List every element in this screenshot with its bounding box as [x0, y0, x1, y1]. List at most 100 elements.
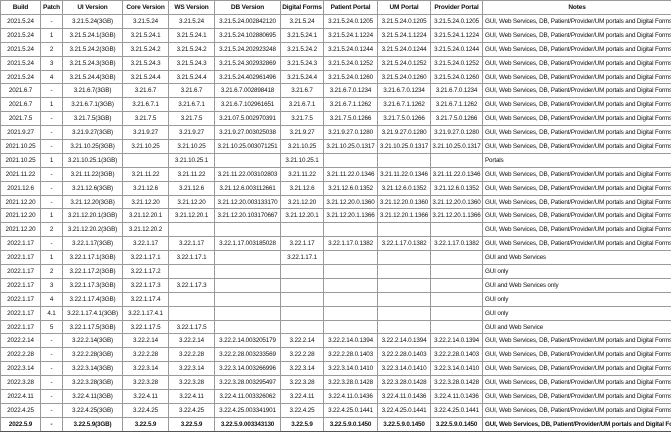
- cell-provider-portal: 3.21.5.24.0.1252: [430, 55, 483, 71]
- cell-build: 2021.7.5: [0, 111, 41, 127]
- cell-build: 2022.2.28: [0, 347, 41, 363]
- cell-build: 2022.3.28: [0, 375, 41, 391]
- cell-notes: GUI, Web Services, DB, Patient/Provider/…: [482, 111, 671, 127]
- cell-core-version: 3.22.1.17.4: [122, 291, 169, 307]
- cell-provider-portal: 3.21.12.20.0.1360: [430, 194, 483, 210]
- cell-um-portal: 3.21.5.24.0.1260: [377, 69, 431, 85]
- cell-core-version: 3.22.4.25: [122, 402, 169, 418]
- cell-patch: -: [40, 347, 63, 363]
- cell-patient-portal: 3.21.6.7.0.1234: [323, 83, 378, 99]
- cell-ws-version: 3.21.5.24.3: [168, 55, 215, 71]
- cell-core-version: 3.21.12.20.2: [122, 222, 169, 238]
- cell-provider-portal: 3.22.3.28.0.1428: [430, 375, 483, 391]
- cell-patient-portal: 3.21.5.24.0.1252: [323, 55, 378, 71]
- cell-patch: -: [40, 416, 63, 432]
- cell-db-version: 3.21.12.20.103170667: [214, 208, 281, 224]
- cell-um-portal: [377, 277, 431, 293]
- cell-ws-version: 3.21.10.25: [168, 139, 215, 154]
- table-row: 2022.1.17-3.22.1.17(3GB) 3.22.1.17 3.22.1.…: [0, 236, 671, 252]
- cell-provider-portal: 3.21.7.5.0.1266: [430, 111, 483, 127]
- cell-provider-portal: 3.21.10.25.0.1317: [430, 139, 483, 154]
- cell-patch: 1: [40, 208, 63, 224]
- cell-ws-version: 3.22.1.17: [168, 236, 215, 252]
- cell-ws-version: 3.21.7.5: [168, 111, 215, 127]
- cell-patch: 2: [40, 41, 63, 57]
- cell-notes: GUI, Web Services, DB, Patient/Provider/…: [482, 166, 671, 182]
- table-row: 2021.5.24-3.21.5.24(3GB) 3.21.5.24 3.21.5.…: [0, 14, 671, 29]
- cell-db-version: 3.21.07.5.002970391: [214, 111, 281, 127]
- cell-provider-portal: 3.22.1.17.0.1382: [430, 236, 483, 252]
- cell-digital-forms: 3.21.11.22: [280, 166, 324, 182]
- cell-db-version: 3.21.6.7.002898418: [214, 83, 281, 99]
- table-row: 2021.12.6-3.21.12.6(3GB) 3.21.12.6 3.21.12…: [0, 180, 671, 196]
- cell-notes: Portals: [482, 152, 671, 168]
- cell-provider-portal: [430, 264, 483, 279]
- cell-patch: 4: [40, 291, 63, 307]
- cell-build: 2022.1.17: [0, 277, 41, 293]
- cell-notes: GUI, Web Services, DB, Patient/Provider/…: [482, 41, 671, 57]
- cell-notes: GUI, Web Services, DB, Patient/Provider/…: [482, 125, 671, 141]
- cell-db-version: [214, 264, 281, 279]
- cell-db-version: [214, 222, 281, 238]
- cell-db-version: [214, 305, 281, 321]
- column-header-db-version: DB Version: [214, 0, 281, 15]
- cell-ui-version: 3.21.12.6(3GB): [62, 180, 123, 196]
- cell-um-portal: 3.21.11.22.0.1346: [377, 166, 431, 182]
- cell-patch: 1: [40, 97, 63, 113]
- cell-ui-version: 3.22.1.17.4.1(3GB): [62, 305, 123, 321]
- cell-build: 2022.4.11: [0, 389, 41, 404]
- cell-notes: GUI, Web Services, DB, Patient/Provider/…: [482, 375, 671, 391]
- column-header-ws-version: WS Version: [168, 0, 215, 15]
- cell-ws-version: 3.22.3.28: [168, 375, 215, 391]
- cell-patch: -: [40, 194, 63, 210]
- cell-patch: 1: [40, 27, 63, 43]
- cell-um-portal: 3.22.1.17.0.1382: [377, 236, 431, 252]
- cell-patch: -: [40, 180, 63, 196]
- cell-um-portal: 3.21.5.24.1.1224: [377, 27, 431, 43]
- cell-digital-forms: 3.21.12.20: [280, 194, 324, 210]
- cell-db-version: 3.21.5.24.402961496: [214, 69, 281, 85]
- cell-core-version: 3.22.3.28: [122, 375, 169, 391]
- cell-build: 2021.10.25: [0, 152, 41, 168]
- cell-core-version: 3.22.4.11: [122, 389, 169, 404]
- table-row: 2022.1.17 2 3.22.1.17.2(3GB) 3.22.1.17.2 GUI…: [0, 264, 671, 279]
- cell-patient-portal: 3.22.3.14.0.1410: [323, 361, 378, 377]
- cell-um-portal: 3.21.5.24.0.1205: [377, 14, 431, 29]
- cell-build: 2022.1.17: [0, 291, 41, 307]
- cell-patch: 3: [40, 55, 63, 71]
- table-row: 2022.4.25-3.22.4.25(3GB) 3.22.4.25 3.22.4.…: [0, 402, 671, 418]
- cell-notes: GUI, Web Services, DB, Patient/Provider/…: [482, 236, 671, 252]
- cell-ws-version: 3.21.5.24: [168, 14, 215, 29]
- cell-core-version: 3.22.5.9: [122, 416, 169, 432]
- cell-patient-portal: [323, 222, 378, 238]
- table-row: 2021.10.25-3.21.10.25(3GB) 3.21.10.25 3.21…: [0, 139, 671, 154]
- cell-ui-version: 3.22.1.17.1(3GB): [62, 250, 123, 266]
- cell-build: 2021.12.6: [0, 180, 41, 196]
- cell-db-version: [214, 152, 281, 168]
- cell-ws-version: [168, 222, 215, 238]
- cell-provider-portal: 3.22.5.9.0.1450: [430, 416, 483, 432]
- cell-patch: 1: [40, 250, 63, 266]
- cell-core-version: [122, 152, 169, 168]
- cell-core-version: 3.21.11.22: [122, 166, 169, 182]
- cell-ws-version: 3.21.10.25.1: [168, 152, 215, 168]
- table-row: 2022.1.17 4.1 3.22.1.17.4.1(3GB) 3.22.1.17.…: [0, 305, 671, 321]
- cell-um-portal: 3.21.10.25.0.1317: [377, 139, 431, 154]
- cell-provider-portal: 3.21.5.24.0.1244: [430, 41, 483, 57]
- cell-provider-portal: 3.22.2.28.0.1403: [430, 347, 483, 363]
- cell-db-version: 3.21.5.24.002842120: [214, 14, 281, 29]
- cell-patch: -: [40, 166, 63, 182]
- cell-digital-forms: [280, 291, 324, 307]
- cell-build: 2021.5.24: [0, 69, 41, 85]
- cell-digital-forms: 3.22.4.25: [280, 402, 324, 418]
- cell-patient-portal: [323, 319, 378, 335]
- cell-digital-forms: 3.21.5.24.4: [280, 69, 324, 85]
- cell-ui-version: 3.21.11.22(3GB): [62, 166, 123, 182]
- cell-patch: -: [40, 389, 63, 404]
- table-row: 2022.5.9-3.22.5.9(3GB) 3.22.5.9 3.22.5.9 3.…: [0, 416, 671, 432]
- cell-provider-portal: 3.21.6.7.1.1262: [430, 97, 483, 113]
- cell-provider-portal: 3.21.12.6.0.1352: [430, 180, 483, 196]
- cell-core-version: 3.21.5.24.3: [122, 55, 169, 71]
- cell-db-version: 3.21.5.24.102880695: [214, 27, 281, 43]
- cell-build: 2022.4.25: [0, 402, 41, 418]
